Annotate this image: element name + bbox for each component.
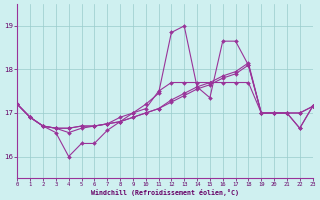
X-axis label: Windchill (Refroidissement éolien,°C): Windchill (Refroidissement éolien,°C): [91, 189, 239, 196]
